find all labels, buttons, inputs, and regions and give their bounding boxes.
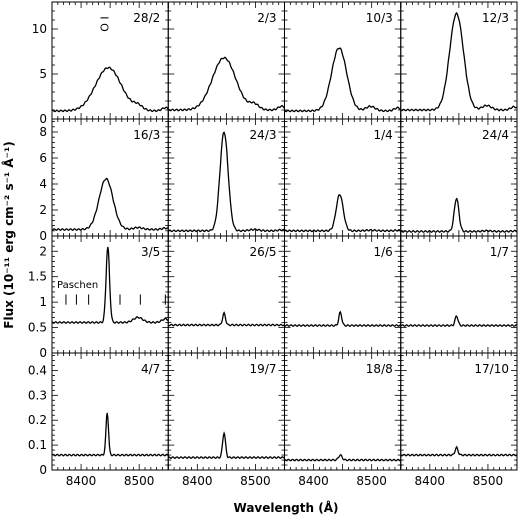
panel-date-label: 18/8 [366,362,393,376]
y-tick-label: 1.5 [28,270,47,284]
y-tick-label: 5 [39,67,47,81]
panel: 24/3 [167,118,285,237]
panel-date-label: 24/4 [482,128,509,142]
y-tick-label: 0.4 [28,363,47,377]
panel-date-label: 28/2 [133,11,160,25]
panel-date-label: 17/10 [474,362,509,376]
y-tick-label: 0 [39,463,47,477]
panel: 0 0.1 0.2 0.3 0.4 8400 8500 4/7 [28,352,169,488]
panel: 12/3 [400,1,518,120]
x-tick-label: 8500 [473,474,504,488]
panel-date-label: 10/3 [366,11,393,25]
panel-date-label: 19/7 [250,362,277,376]
y-tick-label: 6 [39,151,47,165]
spectrum-line [51,412,169,457]
x-axis-title: Wavelength (Å) [234,500,339,515]
panel: 1/6 [284,235,402,354]
y-tick-label: 10 [32,22,47,36]
spectrum-line [51,246,169,324]
line-id-annotation: O I [98,16,111,31]
y-tick-label: 0 [39,229,47,243]
x-tick-label: 8500 [356,474,387,488]
y-tick-label: 1 [39,295,47,309]
panel-date-label: 1/6 [373,245,392,259]
spectrum-line [284,453,402,462]
spectrum-line [167,311,285,327]
panel: 24/4 [400,118,518,237]
y-tick-label: 0.5 [28,321,47,335]
panel-date-label: 12/3 [482,11,509,25]
panel: 0 0.5 1 1.5 2 3/5 Paschen [28,235,169,360]
spectrum-line [284,194,402,233]
panel-date-label: 24/3 [250,128,277,142]
x-tick-label: 8400 [415,474,446,488]
x-tick-label: 8400 [298,474,329,488]
y-tick-label: 4 [39,177,47,191]
panel: 1/4 [284,118,402,237]
y-tick-label: 8 [39,125,47,139]
panel-date-label: 1/4 [373,128,392,142]
spectrum-line [52,177,169,231]
panel: 1/7 [400,235,518,354]
spectrum-line [167,131,285,233]
x-tick-label: 8400 [66,474,97,488]
panel: 10/3 [284,1,402,120]
panel: 26/5 [167,235,285,354]
panel: 8400 8500 18/8 [284,352,402,488]
spectrum-line [168,431,285,460]
panel: 2/3 [167,1,285,120]
spectrum-line [400,197,518,233]
y-tick-label: 0.2 [28,413,47,427]
panel: 8400 8500 17/10 [400,352,518,488]
panel-date-label: 26/5 [250,245,277,259]
panel-date-label: 16/3 [133,128,160,142]
panel-date-label: 2/3 [257,11,276,25]
y-tick-label: 0 [39,112,47,126]
spectrum-line [51,66,169,113]
x-tick-label: 8500 [240,474,271,488]
paschen-annotation: Paschen [57,280,98,291]
x-tick-label: 8500 [124,474,155,488]
spectrum-line [168,56,285,112]
panel-date-label: 3/5 [141,245,160,259]
y-tick-label: 0.1 [28,438,47,452]
panel: 0 2 4 6 8 16/3 [39,118,169,243]
y-tick-label: 2 [39,203,47,217]
y-tick-label: 2 [39,244,47,258]
x-tick-label: 8400 [182,474,213,488]
y-tick-label: 0.3 [28,388,47,402]
panel-date-label: 4/7 [141,362,160,376]
spectrum-line [400,315,518,327]
y-axis-title: Flux (10⁻¹¹ erg cm⁻² s⁻¹ Å⁻¹) [1,141,16,328]
panel-date-label: 1/7 [490,245,509,259]
panel: 8400 8500 19/7 [167,352,285,488]
y-tick-label: 0 [39,346,47,360]
spectrum-line [284,47,402,113]
panel: 0 5 10 28/2 O I [32,1,169,126]
spectrum-line [284,310,402,327]
spectrum-line [400,445,518,457]
spectrum-line [400,12,518,112]
